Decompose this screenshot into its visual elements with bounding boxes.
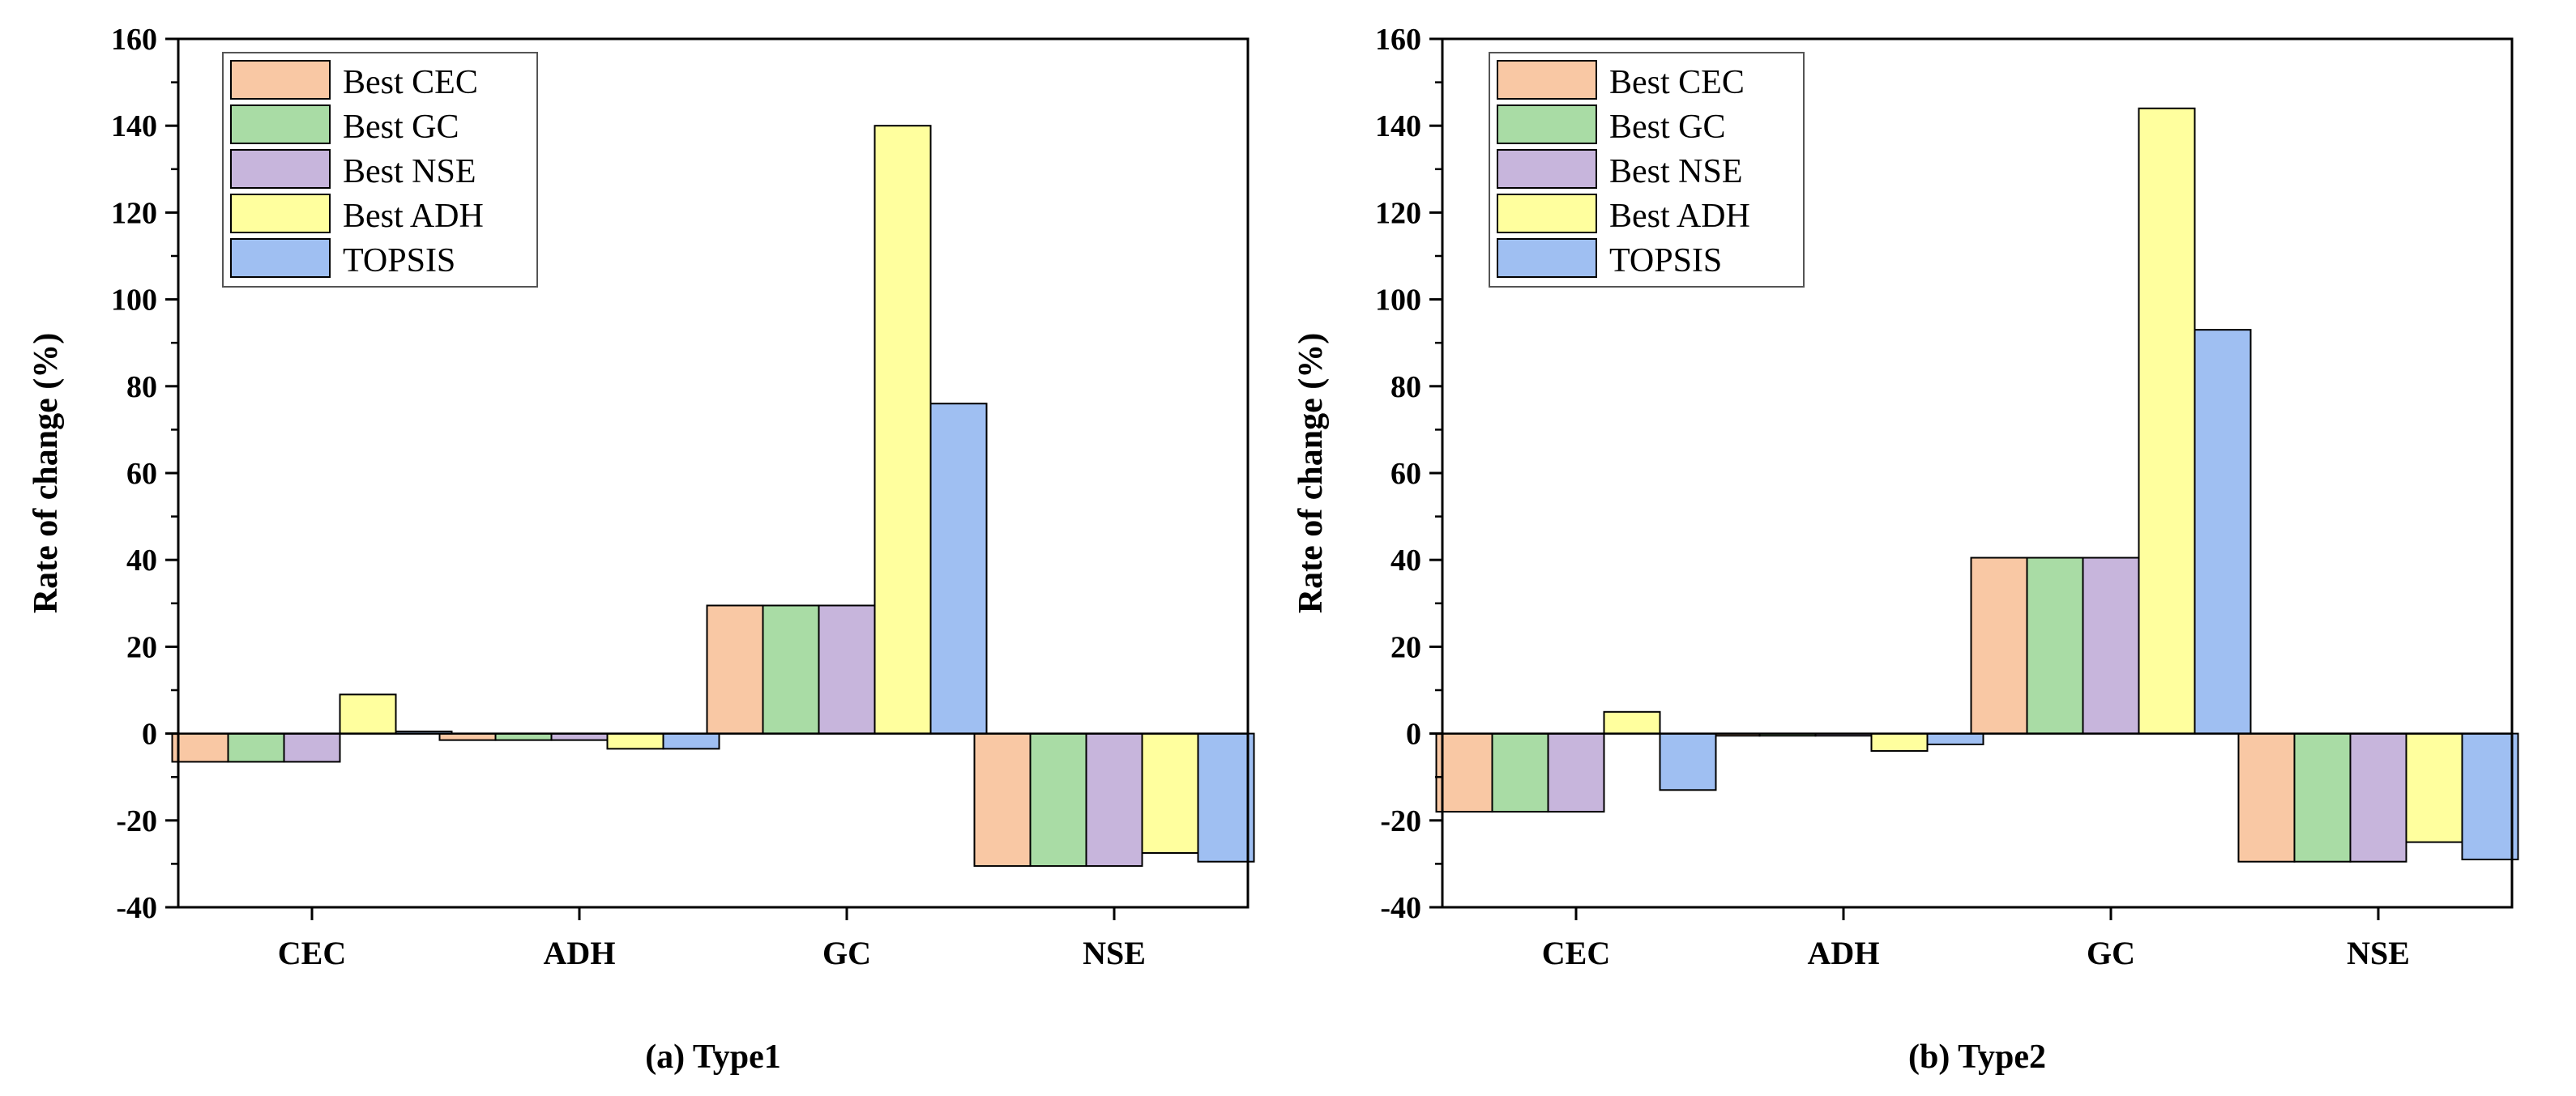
legend-label-best-nse: Best NSE	[343, 153, 476, 190]
y-tick-label: 20	[1391, 630, 1421, 664]
bar-best-adh-nse	[1141, 732, 1199, 854]
panel-caption: (a) Type1	[645, 1038, 781, 1076]
legend-label-best-adh: Best ADH	[343, 198, 484, 235]
y-tick-label: 120	[1375, 196, 1421, 230]
y-tick-label: 80	[1391, 370, 1421, 404]
legend: Best CEC Best GC Best NSE Best ADH TOPSIS	[1489, 52, 1805, 288]
bar-best-nse-cec	[283, 732, 341, 763]
legend-swatch-best-gc	[230, 104, 331, 144]
x-tick-label-adh: ADH	[1808, 935, 1880, 971]
bar-best-gc-nse	[2293, 732, 2352, 863]
bar-best-nse-gc	[818, 604, 876, 735]
bar-topsis-nse	[1197, 732, 1255, 863]
y-tick-label: 120	[111, 196, 157, 230]
bar-best-adh-adh	[606, 732, 664, 750]
bar-best-adh-adh	[1870, 732, 1929, 753]
legend-label-best-cec: Best CEC	[343, 64, 478, 101]
bar-best-gc-gc	[2026, 557, 2084, 735]
bar-best-gc-cec	[227, 732, 285, 763]
x-tick-label-cec: CEC	[1542, 935, 1610, 971]
legend-swatch-topsis	[230, 238, 331, 278]
legend-label-best-nse: Best NSE	[1609, 153, 1743, 190]
bar-best-adh-nse	[2405, 732, 2463, 843]
bar-best-cec-cec	[1435, 732, 1493, 813]
bar-best-gc-nse	[1029, 732, 1087, 868]
bar-best-nse-nse	[2349, 732, 2407, 863]
legend-label-best-gc: Best GC	[343, 109, 459, 146]
legend-label-topsis: TOPSIS	[343, 242, 455, 279]
legend-label-best-cec: Best CEC	[1609, 64, 1745, 101]
y-tick-label: 0	[1406, 718, 1421, 752]
bar-topsis-cec	[1659, 732, 1717, 791]
legend-swatch-best-gc	[1497, 104, 1597, 144]
legend-label-best-gc: Best GC	[1609, 109, 1726, 146]
x-tick-label-nse: NSE	[2347, 935, 2410, 971]
bar-topsis-adh	[1926, 732, 1984, 745]
bar-best-cec-nse	[2237, 732, 2296, 863]
y-tick-label: 160	[1375, 23, 1421, 57]
legend-swatch-topsis	[1497, 238, 1597, 278]
y-tick-label: 140	[111, 109, 157, 143]
panel-caption: (b) Type2	[1908, 1038, 2046, 1076]
y-tick-label: 100	[1375, 284, 1421, 318]
legend-label-topsis: TOPSIS	[1609, 242, 1722, 279]
legend-swatch-best-cec	[230, 60, 331, 100]
bar-best-cec-nse	[973, 732, 1032, 868]
y-axis-label: Rate of change (%)	[28, 333, 65, 613]
y-tick-label: 80	[126, 370, 157, 404]
bar-best-cec-gc	[706, 604, 764, 735]
legend: Best CEC Best GC Best NSE Best ADH TOPSIS	[222, 52, 538, 288]
legend-label-best-adh: Best ADH	[1609, 198, 1750, 235]
bar-best-cec-cec	[171, 732, 229, 763]
bar-topsis-nse	[2461, 732, 2519, 861]
chart-panel-2: -40 -20 0 20 40 60 80 100 120 140 160 CEC ADH GC NSE Ra…	[1292, 23, 2519, 1076]
y-tick-label: -20	[1380, 804, 1421, 838]
bar-topsis-gc	[929, 403, 988, 735]
legend-swatch-best-adh	[1497, 194, 1597, 233]
x-tick-label-gc: GC	[822, 935, 871, 971]
bar-best-adh-cec	[1603, 710, 1661, 735]
legend-swatch-best-nse	[1497, 149, 1597, 189]
x-tick-label-adh: ADH	[544, 935, 616, 971]
y-tick-label: 160	[111, 23, 157, 57]
chart-panel-1: -40 -20 0 20 40 60 80 100 120 140 160 CEC ADH GC NSE Ra…	[28, 23, 1255, 1076]
x-tick-label-cec: CEC	[278, 935, 346, 971]
bar-best-adh-gc	[2138, 107, 2196, 735]
bar-best-cec-gc	[1970, 557, 2028, 735]
y-tick-label: 140	[1375, 109, 1421, 143]
y-tick-label: 20	[126, 630, 157, 664]
y-tick-label: 40	[126, 544, 157, 578]
bar-topsis-gc	[2194, 329, 2252, 735]
y-tick-label: 60	[126, 457, 157, 491]
bar-topsis-adh	[662, 732, 720, 750]
bar-best-gc-cec	[1491, 732, 1549, 813]
y-tick-label: -40	[116, 891, 157, 925]
y-tick-label: 60	[1391, 457, 1421, 491]
y-tick-label: 0	[142, 718, 157, 752]
bar-best-nse-gc	[2082, 557, 2140, 735]
y-tick-label: -20	[116, 804, 157, 838]
y-tick-label: 40	[1391, 544, 1421, 578]
bar-best-nse-nse	[1085, 732, 1143, 868]
bar-best-nse-cec	[1547, 732, 1605, 813]
legend-swatch-best-cec	[1497, 60, 1597, 100]
y-tick-label: 100	[111, 284, 157, 318]
bar-best-adh-gc	[874, 125, 932, 735]
legend-swatch-best-adh	[230, 194, 331, 233]
y-axis-label: Rate of change (%)	[1292, 333, 1330, 613]
y-tick-label: -40	[1380, 891, 1421, 925]
bar-best-adh-cec	[339, 693, 397, 735]
x-tick-label-nse: NSE	[1083, 935, 1146, 971]
x-tick-label-gc: GC	[2087, 935, 2135, 971]
legend-swatch-best-nse	[230, 149, 331, 189]
bar-best-gc-gc	[762, 604, 820, 735]
